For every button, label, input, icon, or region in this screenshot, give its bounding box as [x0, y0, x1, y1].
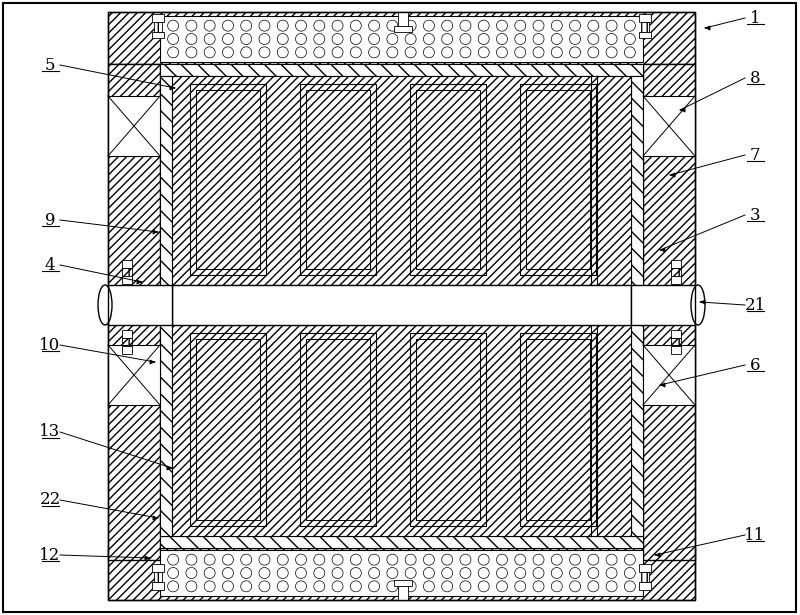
Bar — [631, 285, 695, 325]
Bar — [520, 333, 596, 526]
Bar — [671, 338, 681, 346]
Ellipse shape — [691, 285, 705, 325]
Bar — [154, 572, 162, 582]
Text: 21: 21 — [744, 296, 766, 314]
Bar — [671, 260, 681, 268]
Bar — [643, 64, 695, 560]
Bar — [160, 16, 643, 62]
Bar — [410, 333, 486, 526]
Bar — [108, 12, 695, 64]
Bar — [172, 285, 631, 325]
Bar — [639, 582, 651, 590]
Bar — [152, 582, 164, 590]
Bar — [641, 22, 649, 32]
Text: 13: 13 — [39, 424, 61, 440]
Bar — [631, 76, 643, 536]
Bar — [108, 64, 160, 560]
Bar — [643, 96, 695, 156]
Bar — [160, 64, 643, 76]
Bar — [152, 32, 164, 38]
Bar — [520, 84, 596, 275]
Bar — [122, 260, 132, 268]
Bar — [394, 26, 412, 32]
Bar — [398, 586, 408, 600]
Text: 8: 8 — [750, 69, 760, 87]
Bar — [122, 338, 132, 346]
Bar — [172, 76, 631, 285]
Bar — [639, 32, 651, 38]
Bar — [122, 268, 132, 276]
Bar — [671, 268, 681, 276]
Bar — [300, 84, 376, 275]
Text: 10: 10 — [39, 336, 61, 354]
Text: 5: 5 — [45, 57, 55, 74]
Ellipse shape — [98, 285, 112, 325]
Bar — [526, 90, 590, 269]
Bar — [394, 580, 412, 586]
Bar — [416, 339, 480, 520]
Bar — [108, 345, 160, 405]
Bar — [641, 572, 649, 582]
Text: 12: 12 — [39, 547, 61, 563]
Bar — [196, 90, 260, 269]
Bar — [160, 536, 643, 548]
Bar — [398, 12, 408, 26]
Bar — [108, 12, 695, 600]
Text: 6: 6 — [750, 357, 760, 373]
Bar — [300, 333, 376, 526]
Bar — [152, 564, 164, 572]
Bar — [526, 339, 590, 520]
Bar — [154, 22, 162, 32]
Bar — [639, 564, 651, 572]
Text: 11: 11 — [744, 526, 766, 544]
Bar — [160, 550, 643, 596]
Bar — [152, 14, 164, 22]
Bar — [671, 346, 681, 354]
Bar — [122, 346, 132, 354]
Bar — [160, 76, 172, 536]
Text: 1: 1 — [750, 9, 760, 26]
Bar — [410, 84, 486, 275]
Text: 4: 4 — [45, 256, 55, 274]
Bar — [671, 276, 681, 284]
Text: 22: 22 — [39, 491, 61, 509]
Bar — [190, 84, 266, 275]
Bar — [306, 339, 370, 520]
Text: 3: 3 — [750, 207, 760, 223]
Bar — [108, 548, 695, 600]
Bar — [122, 276, 132, 284]
Bar — [172, 325, 631, 536]
Text: 9: 9 — [45, 212, 55, 229]
Text: 7: 7 — [750, 146, 760, 164]
Bar — [416, 90, 480, 269]
Bar — [639, 14, 651, 22]
Bar — [306, 90, 370, 269]
Bar — [108, 285, 172, 325]
Bar — [196, 339, 260, 520]
Bar — [671, 330, 681, 338]
Bar — [190, 333, 266, 526]
Bar — [643, 345, 695, 405]
Bar — [122, 330, 132, 338]
Bar — [108, 96, 160, 156]
